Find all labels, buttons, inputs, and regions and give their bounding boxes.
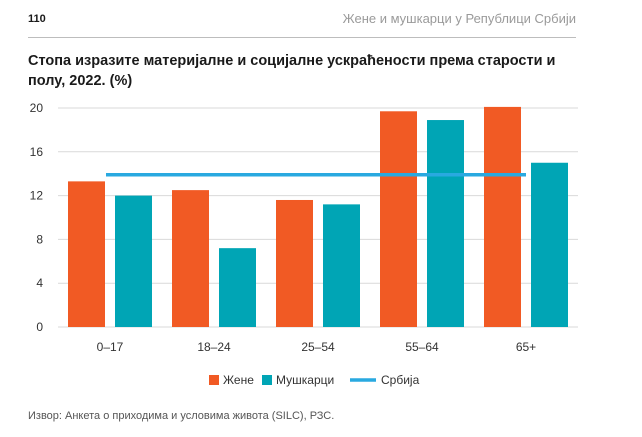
x-axis-ticks: 0–17 18–24 25–54 55–64 65+ [97,340,537,354]
bar-men-2 [323,204,360,327]
running-header: Жене и мушкарци у Републици Србији [342,11,576,26]
y-tick-label: 0 [36,320,43,334]
y-tick-label: 8 [36,232,43,246]
legend: Жене Мушкарци Србија [209,373,420,387]
bar-women-2 [276,199,313,327]
page-number: 110 [28,13,46,25]
y-axis-ticks: 0 4 8 12 16 20 [30,101,44,334]
bar-women-1 [172,190,209,327]
bar-men-3 [427,120,464,327]
x-tick-label: 55–64 [405,340,439,354]
legend-label-women: Жене [223,373,254,387]
bar-women-0 [68,181,105,327]
legend-swatch-women [209,375,219,385]
source-note: Извор: Анкета о приходима и условима жив… [28,410,335,422]
bar-women-3 [380,111,417,327]
y-tick-label: 20 [30,101,44,115]
x-tick-label: 0–17 [97,340,124,354]
bar-men-1 [219,248,256,327]
header-divider [28,37,576,38]
chart-title: Стопа изразите материјалне и социјалне у… [28,53,556,89]
x-tick-label: 18–24 [197,340,231,354]
legend-swatch-men [262,375,272,385]
y-tick-label: 4 [36,276,43,290]
y-tick-label: 12 [30,189,44,203]
y-tick-label: 16 [30,145,44,159]
bars [68,106,568,327]
bar-women-4 [484,106,521,327]
legend-label-men: Мушкарци [276,373,334,387]
x-tick-label: 25–54 [301,340,335,354]
legend-label-serbia: Србија [381,373,420,387]
bar-men-4 [531,162,568,327]
x-tick-label: 65+ [516,340,536,354]
bar-men-0 [115,195,152,327]
